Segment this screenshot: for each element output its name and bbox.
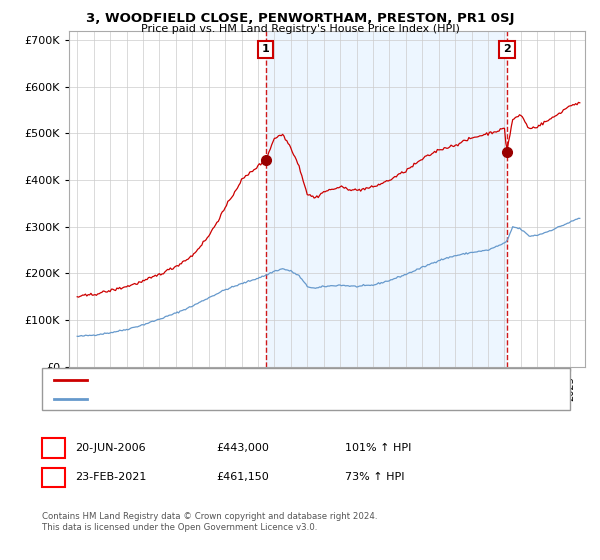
Text: 2: 2	[503, 44, 511, 54]
Text: £443,000: £443,000	[216, 443, 269, 453]
Text: Price paid vs. HM Land Registry's House Price Index (HPI): Price paid vs. HM Land Registry's House …	[140, 24, 460, 34]
Text: 23-FEB-2021: 23-FEB-2021	[75, 472, 146, 482]
Text: 1: 1	[262, 44, 269, 54]
Text: 2: 2	[49, 470, 58, 484]
Text: Contains HM Land Registry data © Crown copyright and database right 2024.
This d: Contains HM Land Registry data © Crown c…	[42, 512, 377, 532]
Text: 73% ↑ HPI: 73% ↑ HPI	[345, 472, 404, 482]
Text: 3, WOODFIELD CLOSE, PENWORTHAM, PRESTON, PR1 0SJ (detached house): 3, WOODFIELD CLOSE, PENWORTHAM, PRESTON,…	[93, 375, 463, 385]
Text: 3, WOODFIELD CLOSE, PENWORTHAM, PRESTON, PR1 0SJ: 3, WOODFIELD CLOSE, PENWORTHAM, PRESTON,…	[86, 12, 514, 25]
Text: 20-JUN-2006: 20-JUN-2006	[75, 443, 146, 453]
Text: £461,150: £461,150	[216, 472, 269, 482]
Text: 1: 1	[49, 441, 58, 455]
Text: HPI: Average price, detached house, South Ribble: HPI: Average price, detached house, Sout…	[93, 394, 336, 404]
Bar	[266, 31, 507, 367]
Text: 101% ↑ HPI: 101% ↑ HPI	[345, 443, 412, 453]
